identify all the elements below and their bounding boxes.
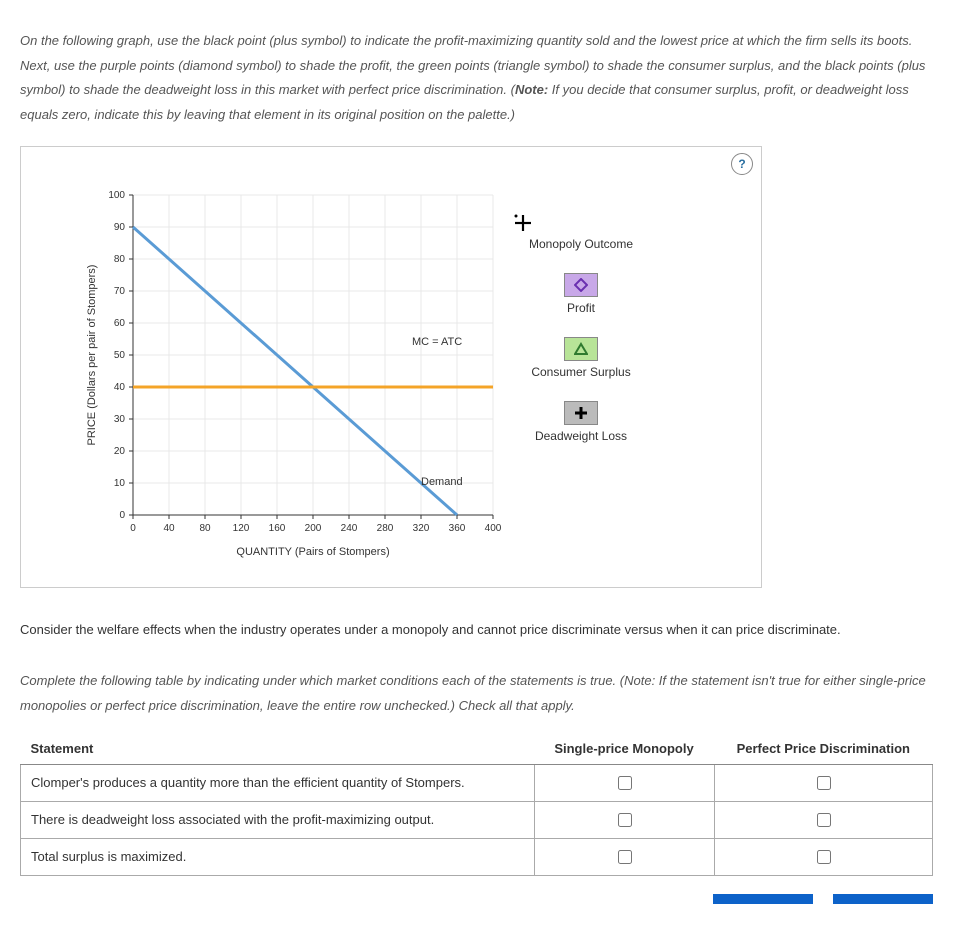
legend-palette: Monopoly Outcome Profit Consumer Surplus… bbox=[511, 213, 651, 465]
plus-icon bbox=[511, 213, 535, 237]
help-button[interactable]: ? bbox=[731, 153, 753, 175]
svg-text:QUANTITY (Pairs of Stompers): QUANTITY (Pairs of Stompers) bbox=[236, 546, 389, 558]
checkbox-single-1[interactable] bbox=[618, 813, 632, 827]
col-statement: Statement bbox=[21, 733, 535, 765]
svg-text:160: 160 bbox=[269, 523, 286, 534]
instr-note-label: Note: bbox=[515, 82, 548, 97]
svg-text:280: 280 bbox=[377, 523, 394, 534]
table-intro-note: Note: bbox=[624, 673, 655, 688]
button-row bbox=[20, 894, 933, 904]
legend-monopoly-outcome[interactable]: Monopoly Outcome bbox=[511, 213, 651, 251]
svg-text:PRICE (Dollars per pair of Sto: PRICE (Dollars per pair of Stompers) bbox=[86, 264, 98, 445]
svg-text:320: 320 bbox=[413, 523, 430, 534]
primary-button-2[interactable] bbox=[833, 894, 933, 904]
svg-text:360: 360 bbox=[449, 523, 466, 534]
triangle-icon bbox=[564, 337, 598, 361]
checkbox-cell bbox=[534, 801, 714, 838]
svg-text:0: 0 bbox=[130, 523, 136, 534]
svg-text:20: 20 bbox=[114, 446, 126, 457]
statements-table: Statement Single-price Monopoly Perfect … bbox=[20, 733, 933, 876]
svg-text:40: 40 bbox=[163, 523, 175, 534]
svg-text:90: 90 bbox=[114, 222, 126, 233]
checkbox-cell bbox=[714, 801, 932, 838]
diamond-icon bbox=[564, 273, 598, 297]
table-header-row: Statement Single-price Monopoly Perfect … bbox=[21, 733, 933, 765]
checkbox-cell bbox=[534, 764, 714, 801]
svg-text:Demand: Demand bbox=[421, 476, 463, 488]
table-intro-before: Complete the following table by indicati… bbox=[20, 673, 624, 688]
help-icon: ? bbox=[738, 157, 745, 171]
table-row: Total surplus is maximized. bbox=[21, 838, 933, 875]
svg-text:30: 30 bbox=[114, 414, 126, 425]
svg-text:200: 200 bbox=[305, 523, 322, 534]
svg-text:80: 80 bbox=[199, 523, 211, 534]
svg-text:240: 240 bbox=[341, 523, 358, 534]
table-row: There is deadweight loss associated with… bbox=[21, 801, 933, 838]
checkbox-perfect-2[interactable] bbox=[817, 850, 831, 864]
svg-text:40: 40 bbox=[114, 382, 126, 393]
legend-label: Monopoly Outcome bbox=[511, 237, 651, 251]
col-perfect-price: Perfect Price Discrimination bbox=[714, 733, 932, 765]
graph-instructions: On the following graph, use the black po… bbox=[20, 29, 933, 128]
legend-label: Profit bbox=[511, 301, 651, 315]
svg-text:100: 100 bbox=[108, 190, 125, 201]
legend-label: Deadweight Loss bbox=[511, 429, 651, 443]
svg-text:120: 120 bbox=[233, 523, 250, 534]
svg-text:80: 80 bbox=[114, 254, 126, 265]
checkbox-single-0[interactable] bbox=[618, 776, 632, 790]
welfare-text: Consider the welfare effects when the in… bbox=[20, 618, 933, 641]
table-row: Clomper's produces a quantity more than … bbox=[21, 764, 933, 801]
statement-cell: There is deadweight loss associated with… bbox=[21, 801, 535, 838]
graph-panel: ? 0 40 80 120 160 200 240 280 320 360 400 0 10 20 30 40… bbox=[20, 146, 762, 588]
plus-fill-icon bbox=[564, 401, 598, 425]
col-single-price: Single-price Monopoly bbox=[534, 733, 714, 765]
svg-text:60: 60 bbox=[114, 318, 126, 329]
svg-text:MC = ATC: MC = ATC bbox=[412, 336, 462, 348]
legend-label: Consumer Surplus bbox=[511, 365, 651, 379]
statement-cell: Total surplus is maximized. bbox=[21, 838, 535, 875]
statement-cell: Clomper's produces a quantity more than … bbox=[21, 764, 535, 801]
svg-text:70: 70 bbox=[114, 286, 126, 297]
checkbox-cell bbox=[714, 838, 932, 875]
svg-text:50: 50 bbox=[114, 350, 126, 361]
checkbox-cell bbox=[534, 838, 714, 875]
checkbox-perfect-0[interactable] bbox=[817, 776, 831, 790]
legend-deadweight-loss[interactable]: Deadweight Loss bbox=[511, 401, 651, 443]
svg-text:400: 400 bbox=[485, 523, 501, 534]
chart[interactable]: 0 40 80 120 160 200 240 280 320 360 400 0 10 20 30 40 50… bbox=[81, 187, 501, 570]
checkbox-perfect-1[interactable] bbox=[817, 813, 831, 827]
primary-button-1[interactable] bbox=[713, 894, 813, 904]
svg-text:10: 10 bbox=[114, 478, 126, 489]
svg-text:0: 0 bbox=[119, 510, 125, 521]
legend-consumer-surplus[interactable]: Consumer Surplus bbox=[511, 337, 651, 379]
table-instructions: Complete the following table by indicati… bbox=[20, 669, 933, 718]
checkbox-single-2[interactable] bbox=[618, 850, 632, 864]
checkbox-cell bbox=[714, 764, 932, 801]
legend-profit[interactable]: Profit bbox=[511, 273, 651, 315]
